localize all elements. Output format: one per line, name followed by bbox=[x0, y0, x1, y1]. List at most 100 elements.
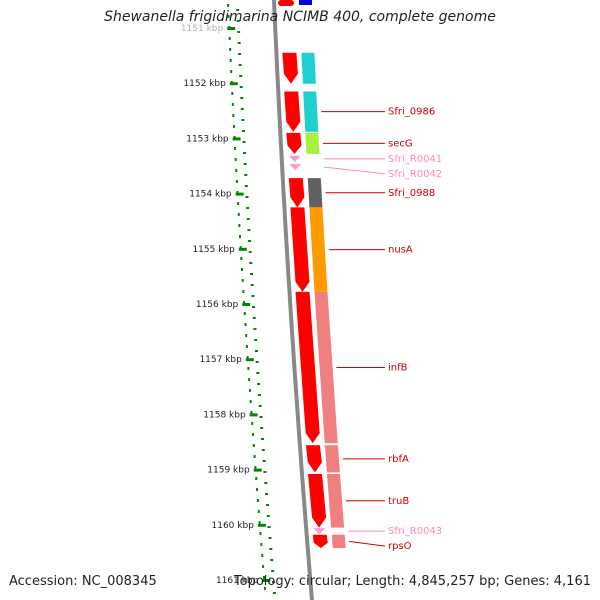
minor-tick-outer bbox=[253, 328, 257, 330]
major-tick bbox=[245, 358, 254, 362]
major-tick bbox=[238, 247, 247, 251]
gene-function-block bbox=[331, 534, 346, 548]
minor-tick-outer bbox=[262, 460, 266, 462]
major-tick bbox=[242, 303, 251, 306]
minor-tick bbox=[231, 103, 234, 106]
gene-label: Sfri_R0042 bbox=[388, 169, 442, 180]
minor-tick-outer bbox=[258, 405, 262, 407]
minor-tick bbox=[240, 257, 243, 260]
gene-function-block bbox=[303, 91, 319, 132]
minor-tick bbox=[251, 422, 254, 425]
tick-label: 1154 kbp bbox=[189, 190, 232, 200]
minor-tick-outer bbox=[245, 196, 249, 198]
minor-tick-outer bbox=[247, 229, 251, 231]
minor-tick bbox=[244, 323, 247, 326]
minor-tick-outer bbox=[236, 20, 240, 22]
minor-tick bbox=[258, 521, 261, 524]
genome-summary-text: Topology: circular; Length: 4,845,257 bp… bbox=[233, 574, 591, 589]
rna-gene bbox=[289, 164, 302, 171]
minor-tick bbox=[262, 565, 265, 568]
map-title: Shewanella frigidimarina NCIMB 400, comp… bbox=[104, 9, 496, 25]
tick-label: 1153 kbp bbox=[186, 134, 229, 144]
tick-label: 1158 kbp bbox=[203, 410, 246, 420]
cds-gene bbox=[295, 291, 320, 444]
minor-tick-outer bbox=[250, 273, 254, 275]
cds-gene bbox=[308, 474, 327, 528]
minor-tick bbox=[236, 191, 239, 194]
minor-tick bbox=[248, 378, 251, 381]
gene-function-block bbox=[301, 52, 316, 84]
tick-label: 1160 kbp bbox=[212, 521, 255, 531]
minor-tick-outer bbox=[239, 86, 243, 88]
accession-text: Accession: NC_008345 bbox=[9, 574, 157, 589]
minor-tick bbox=[234, 158, 237, 161]
minor-tick-outer bbox=[240, 97, 244, 99]
minor-tick bbox=[231, 92, 234, 95]
minor-tick-outer bbox=[271, 570, 275, 572]
gene-function-block bbox=[324, 445, 340, 473]
minor-tick-outer bbox=[260, 427, 264, 429]
minor-tick-outer bbox=[270, 559, 274, 561]
minor-tick-outer bbox=[257, 383, 261, 385]
minor-tick bbox=[252, 433, 255, 436]
gene-features bbox=[278, 0, 346, 548]
major-tick bbox=[229, 82, 238, 86]
gene-label: infB bbox=[388, 362, 408, 373]
minor-tick-outer bbox=[255, 361, 259, 363]
minor-tick-outer bbox=[268, 537, 272, 539]
minor-tick-outer bbox=[263, 471, 267, 473]
minor-tick bbox=[263, 587, 266, 590]
gene-label: Sfri_R0041 bbox=[388, 154, 442, 165]
rna-gene bbox=[288, 155, 301, 162]
major-tick bbox=[227, 27, 236, 30]
gene-function-block bbox=[305, 132, 320, 154]
minor-tick-outer bbox=[241, 119, 245, 121]
minor-tick-outer bbox=[250, 284, 254, 286]
minor-tick-outer bbox=[244, 185, 248, 187]
gene-label: rpsO bbox=[388, 541, 412, 552]
minor-tick-outer bbox=[241, 130, 245, 132]
major-tick bbox=[232, 137, 241, 141]
gene-label: Sfri_0986 bbox=[388, 107, 435, 118]
minor-tick-outer bbox=[243, 163, 247, 165]
gene-function-block bbox=[314, 291, 338, 444]
minor-tick bbox=[227, 4, 230, 7]
minor-tick-outer bbox=[261, 449, 265, 451]
minor-tick bbox=[241, 268, 244, 271]
minor-tick bbox=[228, 37, 231, 40]
major-tick bbox=[235, 192, 244, 196]
minor-tick-outer bbox=[252, 317, 256, 319]
gene-function-block bbox=[307, 178, 323, 208]
minor-tick-outer bbox=[254, 350, 258, 352]
major-tick bbox=[249, 413, 258, 417]
minor-tick-outer bbox=[251, 295, 255, 297]
label-leader bbox=[349, 540, 386, 547]
tick-label: 1155 kbp bbox=[192, 245, 235, 255]
cds-gene bbox=[288, 178, 305, 208]
minor-tick bbox=[235, 180, 238, 183]
minor-tick-outer bbox=[242, 141, 246, 143]
major-tick bbox=[262, 579, 271, 582]
minor-tick bbox=[227, 15, 230, 18]
minor-tick-outer bbox=[237, 31, 241, 33]
label-leader bbox=[324, 166, 386, 175]
major-tick bbox=[257, 523, 266, 527]
minor-tick bbox=[229, 48, 232, 51]
gene-function-block bbox=[327, 474, 345, 528]
tick-label: 1151 kbp bbox=[181, 24, 224, 34]
scale-ticks: 1151 kbp 1152 kbp 1153 kbp 1154 kbp 1155 kbp… bbox=[181, 4, 276, 594]
minor-tick bbox=[255, 477, 258, 480]
minor-tick-outer bbox=[272, 592, 276, 594]
tick-label: 1156 kbp bbox=[196, 300, 239, 310]
minor-tick-outer bbox=[256, 372, 260, 374]
minor-tick-outer bbox=[248, 240, 252, 242]
minor-tick bbox=[252, 444, 255, 447]
cds-gene bbox=[284, 91, 301, 132]
minor-tick bbox=[242, 290, 245, 293]
minor-tick-outer bbox=[259, 416, 263, 418]
minor-tick bbox=[239, 246, 242, 249]
gene-label: truB bbox=[388, 496, 409, 507]
minor-tick-outer bbox=[248, 251, 252, 253]
genome-backbone bbox=[272, 0, 314, 600]
